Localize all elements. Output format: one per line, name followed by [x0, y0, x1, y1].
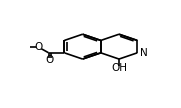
Bar: [113, 66, 125, 70]
Bar: [36, 45, 42, 49]
Text: N: N: [140, 48, 147, 58]
Text: OH: OH: [111, 63, 127, 73]
Bar: [47, 58, 53, 62]
Bar: [138, 51, 146, 55]
Text: O: O: [35, 42, 43, 52]
Text: O: O: [45, 55, 54, 65]
